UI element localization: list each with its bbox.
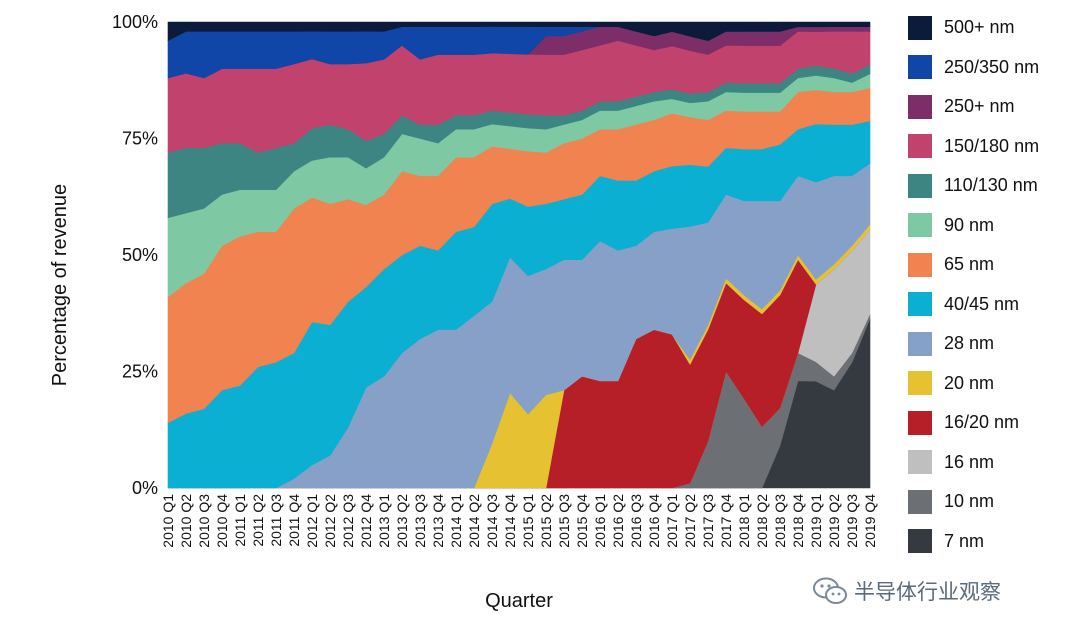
legend-label: 40/45 nm (944, 293, 1020, 314)
legend-label: 150/180 nm (944, 135, 1040, 156)
x-tick-label: 2010 Q2 (178, 494, 194, 548)
x-tick-label: 2012 Q2 (322, 494, 338, 548)
legend-swatch (908, 371, 932, 396)
legend-label: 250/350 nm (944, 56, 1040, 77)
x-tick-label: 2011 Q1 (232, 494, 248, 547)
x-tick-label: 2018 Q2 (754, 494, 770, 548)
legend-item: 40/45 nm (908, 285, 1078, 325)
x-tick-label: 2012 Q1 (304, 494, 320, 548)
x-tick-label: 2012 Q4 (358, 494, 374, 548)
y-tick-label: 75% (122, 129, 158, 149)
legend-item: 7 nm (908, 522, 1078, 562)
y-tick-label: 50% (122, 245, 158, 265)
x-tick-label: 2014 Q1 (448, 494, 464, 548)
x-tick-label: 2010 Q4 (214, 494, 230, 548)
legend-swatch (908, 15, 932, 40)
legend-label: 20 nm (944, 372, 995, 393)
y-tick-label: 0% (132, 478, 158, 498)
legend-label: 7 nm (944, 530, 985, 551)
legend-label: 500+ nm (944, 17, 1015, 38)
legend-swatch (908, 410, 932, 435)
x-tick-label: 2018 Q4 (790, 494, 806, 548)
y-tick-label: 25% (122, 362, 158, 382)
x-tick-label: 2013 Q2 (394, 494, 410, 548)
x-tick-label: 2014 Q2 (466, 494, 482, 548)
x-tick-label: 2015 Q2 (538, 494, 554, 548)
legend-label: 28 nm (944, 333, 995, 354)
x-tick-label: 2015 Q4 (574, 494, 590, 548)
x-tick-label: 2015 Q1 (520, 494, 536, 548)
wechat-icon (813, 577, 847, 604)
legend-label: 110/130 nm (944, 175, 1038, 196)
y-axis-label: Percentage of revenue (49, 184, 71, 386)
x-tick-label: 2013 Q1 (376, 494, 392, 548)
area-500-nm (167, 21, 871, 42)
x-tick-label: 2010 Q3 (196, 494, 212, 548)
x-tick-label: 2011 Q3 (268, 494, 284, 547)
x-tick-label: 2019 Q2 (826, 494, 842, 548)
watermark: 半导体行业观察 (812, 576, 1001, 606)
legend-item: 150/180 nm (908, 127, 1078, 167)
legend-item: 65 nm (908, 245, 1078, 285)
legend-label: 16/20 nm (944, 412, 1020, 433)
legend-item: 10 nm (908, 482, 1078, 522)
legend-item: 20 nm (908, 364, 1078, 404)
x-tick-label: 2012 Q3 (340, 494, 356, 548)
x-axis-ticks: 2010 Q1 2010 Q2 2010 Q3 2010 Q4 2011 Q1 2011 … (160, 494, 878, 548)
x-tick-label: 2014 Q4 (502, 494, 518, 548)
x-tick-label: 2016 Q2 (610, 494, 626, 548)
x-tick-label: 2015 Q3 (556, 494, 572, 548)
x-tick-label: 2017 Q3 (700, 494, 716, 548)
legend-item: 16 nm (908, 443, 1078, 483)
x-tick-label: 2016 Q1 (592, 494, 608, 548)
legend-swatch (908, 94, 932, 119)
legend-swatch (908, 450, 932, 475)
legend-swatch (908, 173, 932, 198)
legend-item: 500+ nm (908, 8, 1078, 48)
legend-item: 110/130 nm (908, 166, 1078, 206)
legend-swatch (908, 331, 932, 356)
legend-swatch (908, 252, 932, 277)
legend-swatch (908, 55, 932, 80)
x-tick-label: 2019 Q4 (862, 494, 878, 548)
legend-label: 90 nm (944, 214, 995, 235)
legend-label: 65 nm (944, 254, 995, 275)
legend-item: 250/350 nm (908, 48, 1078, 88)
legend-label: 16 nm (944, 451, 995, 472)
legend-item: 16/20 nm (908, 403, 1078, 443)
legend: 500+ nm 250/350 nm 250+ nm 150/180 nm 110/13… (908, 8, 1078, 561)
x-axis-label: Quarter (485, 590, 553, 612)
x-tick-label: 2019 Q3 (844, 494, 860, 548)
x-tick-label: 2011 Q4 (286, 494, 302, 547)
x-tick-label: 2019 Q1 (808, 494, 824, 548)
legend-swatch (908, 134, 932, 159)
legend-swatch (908, 529, 932, 554)
series-areas (167, 21, 871, 489)
x-tick-label: 2017 Q1 (664, 494, 680, 548)
y-axis-ticks: 0% 25% 50% 75% 100% (112, 12, 158, 498)
legend-swatch (908, 489, 932, 514)
x-tick-label: 2018 Q1 (736, 494, 752, 548)
legend-label: 250+ nm (944, 96, 1015, 117)
x-tick-label: 2018 Q3 (772, 494, 788, 548)
x-tick-label: 2013 Q3 (412, 494, 428, 548)
legend-item: 90 nm (908, 206, 1078, 246)
watermark-text: 半导体行业观察 (854, 580, 1001, 604)
legend-swatch (908, 292, 932, 317)
legend-swatch (908, 213, 932, 238)
x-tick-label: 2016 Q3 (628, 494, 644, 548)
x-tick-label: 2013 Q4 (430, 494, 446, 548)
x-tick-label: 2011 Q2 (250, 494, 266, 547)
x-tick-label: 2010 Q1 (160, 494, 176, 548)
x-tick-label: 2017 Q2 (682, 494, 698, 548)
legend-item: 28 nm (908, 324, 1078, 364)
y-tick-label: 100% (112, 12, 158, 32)
x-tick-label: 2016 Q4 (646, 494, 662, 548)
legend-label: 10 nm (944, 491, 995, 512)
legend-item: 250+ nm (908, 87, 1078, 127)
x-tick-label: 2014 Q3 (484, 494, 500, 548)
x-tick-label: 2017 Q4 (718, 494, 734, 548)
